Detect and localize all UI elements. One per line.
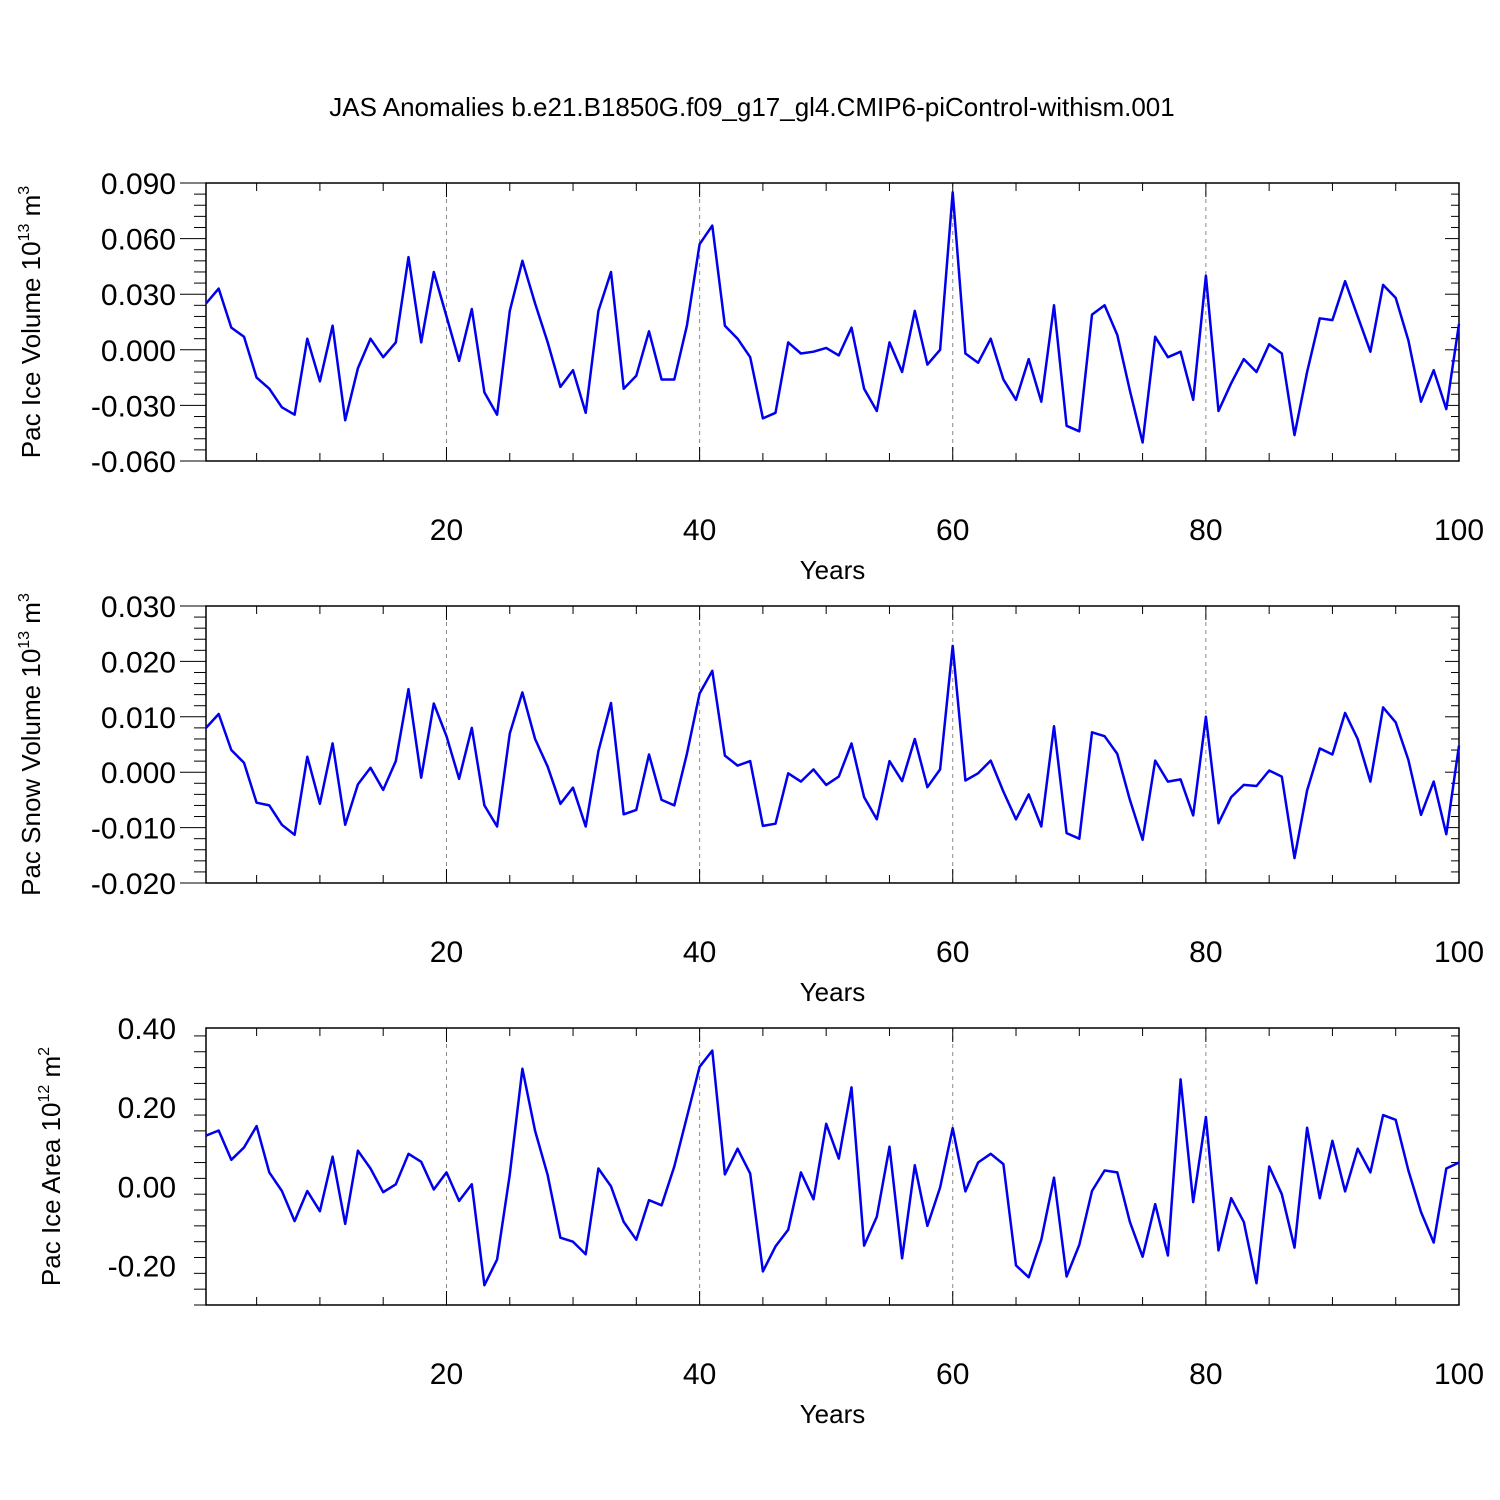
y-tick-label: 0.090 — [101, 168, 176, 201]
series-line — [205, 1049, 1460, 1287]
x-axis-title: Years — [800, 977, 866, 1007]
chart-panel-3: -0.20 0.00 0.20 0.40 20 40 60 80 100 Years Pac Ice… — [36, 1013, 1484, 1429]
x-tick-label: 60 — [936, 1358, 969, 1391]
x-tick-label: 100 — [1434, 936, 1484, 969]
x-tick-label: 80 — [1189, 936, 1222, 969]
y-tick-label: 0.000 — [101, 335, 176, 368]
y-tick-label: 0.000 — [101, 757, 176, 790]
chart-panel-1: -0.060 -0.030 0.000 0.030 0.060 0.090 20 40 60 80… — [16, 168, 1484, 585]
x-axis-title: Years — [800, 555, 866, 585]
y-axis-title: Pac Snow Volume 1013 m3 — [16, 593, 46, 896]
y-tick-label: 0.010 — [101, 702, 176, 735]
x-tick-label: 40 — [683, 514, 716, 547]
y-tick-label: -0.030 — [91, 390, 176, 423]
x-tick-label: 40 — [683, 1358, 716, 1391]
y-tick-label: -0.060 — [91, 446, 176, 479]
y-tick-label: -0.010 — [91, 813, 176, 846]
series-line — [205, 644, 1461, 860]
y-tick-label: 0.40 — [118, 1013, 176, 1046]
x-tick-label: 80 — [1189, 1358, 1222, 1391]
y-tick-label: -0.020 — [91, 868, 176, 901]
y-axis-title: Pac Ice Area 1012 m2 — [36, 1047, 66, 1286]
y-tick-label: 0.020 — [101, 646, 176, 679]
x-tick-label: 80 — [1189, 514, 1222, 547]
y-axis-title: Pac Ice Volume 1013 m3 — [16, 186, 46, 459]
x-tick-label: 20 — [430, 514, 463, 547]
y-tick-label: 0.20 — [118, 1092, 176, 1125]
x-tick-label: 60 — [936, 514, 969, 547]
y-tick-label: 0.030 — [101, 279, 176, 312]
x-tick-label: 20 — [430, 936, 463, 969]
page-title: JAS Anomalies b.e21.B1850G.f09_g17_gl4.C… — [329, 92, 1175, 122]
x-tick-label: 100 — [1434, 1358, 1484, 1391]
y-tick-label: 0.00 — [118, 1171, 176, 1204]
x-axis-title: Years — [800, 1399, 866, 1429]
chart-panel-2: -0.020 -0.010 0.000 0.010 0.020 0.030 20 40 60 80… — [16, 591, 1484, 1007]
plot-frame — [205, 182, 1460, 462]
x-tick-label: 40 — [683, 936, 716, 969]
x-tick-label: 100 — [1434, 514, 1484, 547]
series-line — [205, 191, 1461, 444]
y-tick-label: 0.030 — [101, 591, 176, 624]
plot-frame — [205, 1027, 1460, 1306]
y-tick-label: -0.20 — [108, 1250, 176, 1283]
y-tick-label: 0.060 — [101, 224, 176, 257]
plot-frame — [205, 605, 1460, 884]
x-tick-label: 60 — [936, 936, 969, 969]
x-tick-label: 20 — [430, 1358, 463, 1391]
